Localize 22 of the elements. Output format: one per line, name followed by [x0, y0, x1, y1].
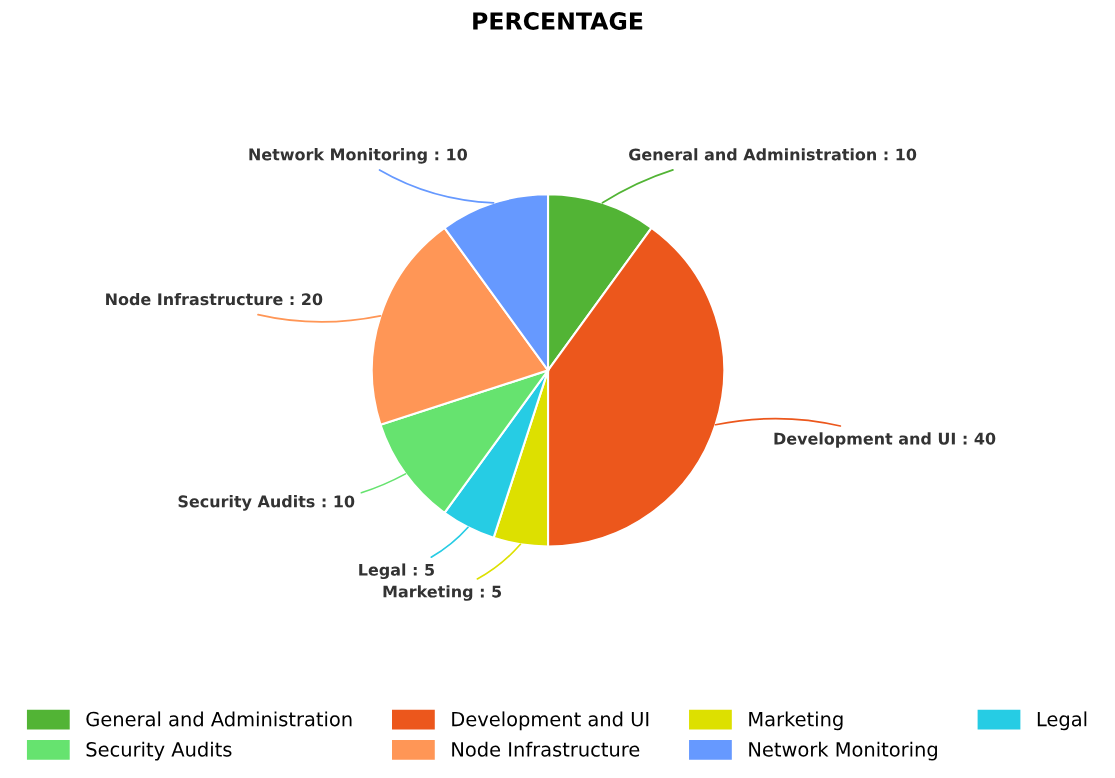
data-label: : 10 — [435, 148, 468, 161]
legend-label: Network Monitoring — [749, 741, 937, 761]
slice-label: Security Audits — [178, 495, 315, 511]
data-label: : 10 — [322, 495, 355, 508]
legend-label: Node Infrastructure — [452, 741, 640, 757]
data-label: : 5 — [480, 585, 502, 598]
legend-label: Marketing — [749, 711, 843, 731]
slice-label: Network Monitoring — [249, 148, 427, 164]
legend-label: Legal — [1037, 711, 1087, 731]
legend-label: Development and UI — [452, 711, 649, 731]
data-label: : 20 — [290, 293, 323, 306]
slice-label: Marketing — [383, 585, 473, 601]
chart-title: PERCENTAGE — [473, 12, 643, 30]
legend-label: General and Administration — [86, 711, 352, 727]
slice-label: General and Administration — [629, 148, 876, 161]
slice-label: Development and UI — [774, 432, 955, 448]
legend-label: Security Audits — [86, 741, 232, 761]
slice-label: Legal — [359, 563, 406, 579]
data-label: : 10 — [884, 148, 917, 161]
data-label: : 40 — [963, 432, 996, 445]
data-label: : 5 — [413, 563, 434, 576]
slice-label: Node Infrastructure — [106, 292, 283, 306]
